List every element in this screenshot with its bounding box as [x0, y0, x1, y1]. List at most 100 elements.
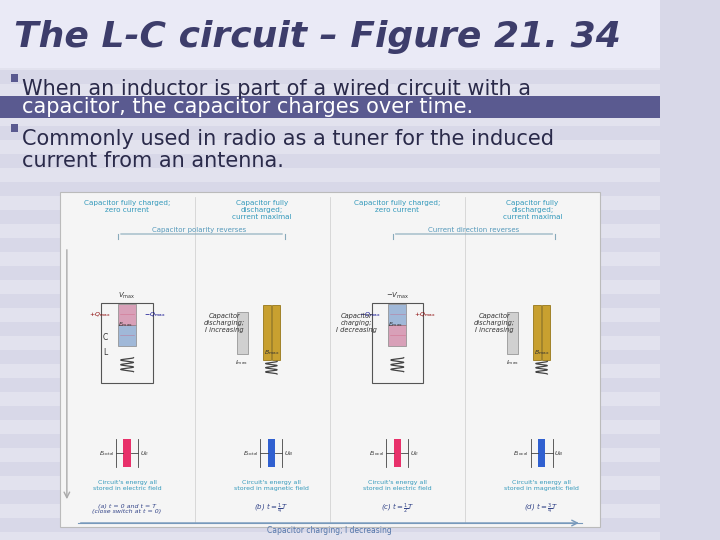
Bar [394, 440, 401, 467]
Text: The L-C circuit – Figure 21. 34: The L-C circuit – Figure 21. 34 [14, 20, 621, 54]
Text: $E_{\rm total}$: $E_{\rm total}$ [243, 449, 258, 458]
Bar [268, 440, 275, 467]
Bar [0, 378, 660, 392]
Bar [0, 0, 660, 68]
Bar [0, 70, 660, 84]
Bar [0, 364, 660, 378]
Bar [0, 0, 660, 14]
Text: $E_{\rm max}$: $E_{\rm max}$ [388, 320, 403, 329]
Text: (d) $t = \frac{3}{4}T$: (d) $t = \frac{3}{4}T$ [524, 502, 559, 516]
Text: $+Q_{\rm max}$: $+Q_{\rm max}$ [89, 310, 111, 319]
Bar [11, 124, 18, 132]
Text: L: L [103, 348, 107, 357]
Bar [0, 252, 660, 266]
Text: $E_{\rm local}$: $E_{\rm local}$ [513, 449, 528, 458]
Text: $-Q_{\rm max}$: $-Q_{\rm max}$ [359, 310, 381, 319]
Bar [0, 224, 660, 238]
Text: When an inductor is part of a wired circuit with a: When an inductor is part of a wired circ… [22, 79, 531, 99]
Bar [0, 308, 660, 322]
Bar [0, 266, 660, 280]
Text: (a) t = 0 and t = T
(close switch at t = 0): (a) t = 0 and t = T (close switch at t =… [92, 504, 162, 515]
Text: (b) $t = \frac{1}{4}T$: (b) $t = \frac{1}{4}T$ [254, 502, 289, 516]
Bar [237, 312, 248, 354]
Bar [0, 154, 660, 168]
Bar [538, 440, 545, 467]
Bar [123, 440, 131, 467]
Text: Circuit's energy all
stored in magnetic field: Circuit's energy all stored in magnetic … [234, 480, 309, 491]
Bar [0, 434, 660, 448]
Bar [0, 42, 660, 56]
Bar [272, 305, 280, 360]
Bar [0, 294, 660, 308]
Text: $U_B$: $U_B$ [284, 449, 294, 458]
Text: Capacitor fully charged;
zero current: Capacitor fully charged; zero current [354, 200, 441, 213]
Text: $U_E$: $U_E$ [410, 449, 420, 458]
Bar [0, 392, 660, 406]
Bar [0, 518, 660, 532]
Bar [263, 305, 271, 360]
Bar [11, 74, 18, 82]
Text: capacitor, the capacitor charges over time.: capacitor, the capacitor charges over ti… [22, 97, 473, 117]
Bar [0, 462, 660, 476]
Text: Circuit's energy all
stored in electric field: Circuit's energy all stored in electric … [93, 480, 161, 491]
Bar [0, 280, 660, 294]
Bar [542, 305, 550, 360]
Bar [0, 532, 660, 540]
Bar [0, 420, 660, 434]
Bar [372, 303, 423, 383]
Bar [0, 238, 660, 252]
Text: Circuit's energy all
stored in electric field: Circuit's energy all stored in electric … [363, 480, 431, 491]
Bar [0, 350, 660, 364]
Text: Capacitor fully charged;
zero current: Capacitor fully charged; zero current [84, 200, 170, 213]
Bar [0, 98, 660, 112]
Text: C: C [102, 333, 108, 342]
Text: $-V_{\rm max}$: $-V_{\rm max}$ [386, 291, 409, 301]
Bar [0, 112, 660, 126]
Bar [0, 168, 660, 182]
Bar [0, 14, 660, 28]
Bar [0, 56, 660, 70]
Text: $I_{\rm max}$: $I_{\rm max}$ [235, 358, 248, 367]
Text: Capacitor
charging;
I decreasing: Capacitor charging; I decreasing [336, 313, 377, 333]
Bar [0, 448, 660, 462]
Bar [0, 490, 660, 504]
Text: $B_{\rm max}$: $B_{\rm max}$ [264, 348, 279, 357]
Bar [0, 504, 660, 518]
Text: $I_{\rm max}$: $I_{\rm max}$ [505, 358, 519, 367]
Text: current from an antenna.: current from an antenna. [22, 151, 284, 171]
Bar [533, 305, 541, 360]
Text: $U_B$: $U_B$ [554, 449, 564, 458]
Bar [0, 210, 660, 224]
Text: Capacitor polarity reverses: Capacitor polarity reverses [152, 227, 246, 233]
Text: Capacitor fully
discharged;
current maximal: Capacitor fully discharged; current maxi… [233, 200, 292, 220]
Bar [388, 303, 407, 325]
Bar [0, 406, 660, 420]
Text: $-Q_{\rm max}$: $-Q_{\rm max}$ [143, 310, 165, 319]
Text: $B_{\rm max}$: $B_{\rm max}$ [534, 348, 549, 357]
Bar [0, 126, 660, 140]
Text: $E_{\rm total}$: $E_{\rm total}$ [99, 449, 114, 458]
Text: $U_E$: $U_E$ [140, 449, 149, 458]
Text: Capacitor fully
discharged;
current maximal: Capacitor fully discharged; current maxi… [503, 200, 562, 220]
Bar [0, 84, 660, 98]
Text: Current direction reverses: Current direction reverses [428, 227, 520, 233]
Text: $E_{\rm max}$: $E_{\rm max}$ [117, 320, 133, 329]
Bar [0, 28, 660, 42]
Text: Capacitor
discharging;
I increasing: Capacitor discharging; I increasing [204, 313, 245, 333]
Bar [0, 96, 660, 118]
Bar [60, 192, 600, 527]
Bar [0, 196, 660, 210]
Text: $+Q_{\rm max}$: $+Q_{\rm max}$ [414, 310, 436, 319]
Text: Circuit's energy all
stored in magnetic field: Circuit's energy all stored in magnetic … [504, 480, 579, 491]
Bar [0, 476, 660, 490]
Bar [0, 140, 660, 154]
Bar [0, 182, 660, 196]
Text: $V_{\rm max}$: $V_{\rm max}$ [119, 291, 136, 301]
Bar [118, 325, 136, 346]
Bar [388, 325, 407, 346]
Bar [0, 336, 660, 350]
Bar [0, 322, 660, 336]
Text: Commonly used in radio as a tuner for the induced: Commonly used in radio as a tuner for th… [22, 129, 554, 149]
Text: Capacitor charging; I decreasing: Capacitor charging; I decreasing [267, 526, 392, 535]
Text: $E_{\rm local}$: $E_{\rm local}$ [369, 449, 384, 458]
